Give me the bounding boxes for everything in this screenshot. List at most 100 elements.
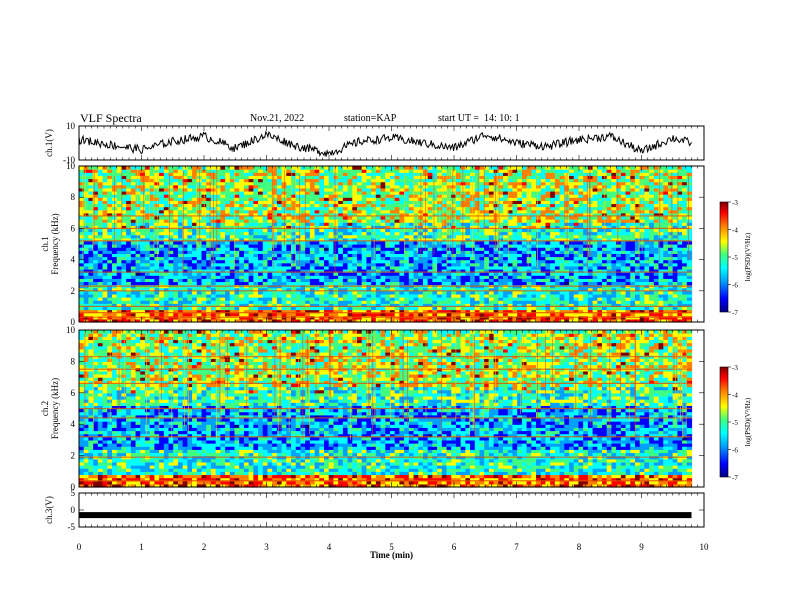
spectrogram-cell: [243, 303, 250, 307]
spectrogram-cell: [465, 219, 471, 223]
spectrogram-cell: [526, 272, 532, 276]
spectrogram-cell: [389, 244, 396, 248]
spectrogram-cell: [177, 303, 184, 307]
spectrogram-cell: [503, 306, 509, 311]
spectrogram-cell: [135, 272, 141, 276]
spectrogram-cell: [88, 231, 94, 236]
spectrogram-cell: [601, 244, 608, 248]
spectrogram-cell: [606, 268, 612, 273]
spectrogram-cell: [498, 309, 504, 314]
spectrogram-cell: [361, 278, 367, 283]
spectrogram-cell: [427, 303, 433, 307]
spectrogram-cell: [672, 247, 678, 251]
spectrogram-cell: [677, 312, 683, 317]
spectrogram-cell: [196, 312, 203, 317]
spectrogram-cell: [385, 244, 391, 248]
spectrogram-cell: [554, 300, 561, 304]
spectrogram-cell: [102, 318, 108, 323]
spectrogram-cell: [630, 278, 636, 283]
spectrogram-cell: [672, 231, 678, 236]
spectrogram-cell: [295, 281, 302, 286]
spectrogram-cell: [173, 272, 179, 276]
spectrogram-cell: [130, 234, 137, 239]
spectrogram-cell: [225, 272, 231, 276]
spectrogram-cell: [653, 256, 660, 261]
spectrogram-cell: [418, 300, 424, 304]
spectrogram-cell: [649, 250, 655, 254]
spectrogram-cell: [422, 268, 429, 273]
spectrogram-cell: [451, 312, 457, 317]
spectrogram-cell: [432, 253, 438, 258]
spectrogram-cell: [140, 247, 146, 251]
spectrogram-cell: [286, 272, 292, 276]
spectrogram-cell: [526, 312, 532, 317]
spectrogram-cell: [606, 231, 612, 236]
spectrogram-cell: [267, 318, 273, 323]
spectrogram-cell: [488, 306, 495, 311]
spectrogram-cell: [116, 237, 122, 242]
spectrogram-cell: [210, 287, 217, 292]
spectrogram-cell: [328, 262, 335, 267]
spectrogram-cell: [215, 234, 221, 239]
spectrogram-cell: [116, 306, 122, 311]
spectrogram-cell: [286, 225, 292, 229]
spectrogram-cell: [479, 240, 485, 245]
spectrogram-cell: [634, 281, 641, 286]
spectrogram-cell: [620, 222, 627, 226]
spectrogram-cell: [573, 244, 580, 248]
spectrogram-cell: [418, 259, 424, 264]
spectrogram-cell: [366, 275, 372, 279]
spectrogram-cell: [422, 253, 429, 258]
spectrogram-cell: [427, 293, 433, 298]
spectrogram-cell: [215, 303, 221, 307]
spectrogram-cell: [243, 265, 250, 270]
spectrogram-cell: [606, 253, 612, 258]
spectrogram-cell: [488, 272, 495, 276]
spectrogram-cell: [276, 256, 283, 261]
spectrogram-cell: [116, 247, 122, 251]
spectrogram-cell: [210, 306, 217, 311]
spectrogram-cell: [559, 275, 565, 279]
spectrogram-cell: [413, 237, 419, 242]
spectrogram-cell: [460, 259, 466, 264]
spectrogram-cell: [531, 272, 537, 276]
spectrogram-cell: [328, 237, 335, 242]
spectrogram-cell: [187, 297, 193, 301]
spectrogram-cell: [295, 303, 302, 307]
spectrogram-cell: [361, 228, 367, 233]
spectrogram-cell: [356, 312, 363, 317]
spectrogram-cell: [97, 312, 104, 317]
spectrogram-cell: [338, 228, 344, 233]
spectrogram-cell: [173, 222, 179, 226]
spectrogram-cell: [324, 297, 330, 301]
spectrogram-cell: [526, 240, 532, 245]
spectrogram-cell: [338, 259, 344, 264]
spectrogram-cell: [83, 303, 90, 307]
spectrogram-cell: [177, 240, 184, 245]
spectrogram-cell: [272, 240, 278, 245]
spectrogram-cell: [328, 265, 335, 270]
spectrogram-cell: [342, 237, 349, 242]
spectrogram-cell: [347, 250, 353, 254]
spectrogram-cell: [507, 309, 514, 314]
spectrogram-cell: [686, 268, 693, 273]
spectrogram-cell: [352, 318, 358, 323]
spectrogram-cell: [550, 300, 556, 304]
spectrogram-cell: [305, 234, 311, 239]
spectrogram-cell: [526, 259, 532, 264]
spectrogram-cell: [526, 293, 532, 298]
spectrogram-cell: [408, 237, 415, 242]
spectrogram-cell: [111, 290, 118, 295]
spectrogram-cell: [361, 253, 367, 258]
spectrogram-cell: [427, 250, 433, 254]
spectrogram-cell: [225, 244, 231, 248]
spectrogram-cell: [107, 262, 113, 267]
spectrogram-cell: [686, 278, 693, 283]
spectrogram-cell: [601, 237, 608, 242]
spectrogram-cell: [470, 278, 476, 283]
spectrogram-cell: [126, 234, 132, 239]
spectrogram-cell: [201, 244, 207, 248]
spectrogram-cell: [258, 253, 264, 258]
spectrogram-cell: [536, 268, 542, 273]
spectrogram-cell: [404, 268, 410, 273]
